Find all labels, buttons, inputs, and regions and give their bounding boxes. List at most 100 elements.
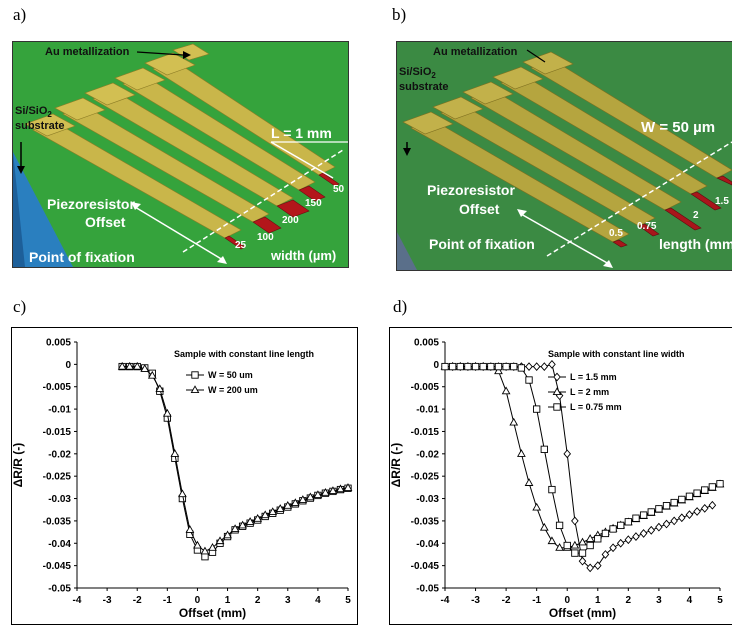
chart0-series-1-point	[245, 517, 255, 525]
offset-arrow	[134, 206, 224, 261]
piezo-label-b1: Piezoresistor	[427, 182, 515, 198]
chart1-series-2-point	[716, 480, 724, 488]
chart1-series-1-point	[517, 449, 526, 457]
chart1-legend-label: L = 0.75 mm	[570, 402, 622, 412]
chart0-series-1-point	[253, 513, 263, 522]
fixation-label: Point of fixation	[29, 249, 135, 265]
chart0-legend-marker	[190, 385, 200, 394]
offset-arrowhead-1	[131, 202, 141, 210]
value-label-b3: 2	[693, 210, 699, 221]
chart1-series-2-point	[464, 362, 472, 371]
chart1-xtick-label: 0	[564, 595, 570, 606]
substrate-edge-b	[397, 232, 417, 270]
gold-pads	[24, 43, 210, 137]
chart0-xlabel: Offset (mm)	[179, 606, 246, 620]
chart1-series-1-point	[501, 386, 511, 395]
chart1-series-2-point	[685, 492, 694, 500]
chart0-legend-marker	[191, 371, 199, 379]
au-arrowhead	[183, 51, 191, 59]
chart1-series-1-point	[532, 502, 542, 511]
chart1-series-0-point	[678, 513, 686, 523]
chart0-legend-item-0: W = 50 um	[186, 370, 253, 380]
substrate-edge	[13, 152, 73, 267]
chart0-note: Sample with constant line length	[174, 349, 314, 359]
chart0-xtick-label: -3	[103, 595, 112, 606]
chart1-series-2-point	[609, 525, 617, 533]
chart1-ytick-label: -0.03	[416, 494, 439, 505]
chart0-series-1-point	[260, 510, 270, 519]
chart0-ytick-label: -0.04	[48, 539, 71, 550]
chart1-series-0-point	[593, 561, 602, 571]
chart-d: 0.005 0 -0.005 -0.01 -0.015 -0.02 -0.025 -0.03 -…	[389, 338, 725, 620]
chart0-ytick-label: 0	[65, 360, 71, 371]
chart0-series-1-point	[283, 500, 293, 509]
chart1-series-2-point	[586, 541, 594, 550]
chart1-xtick-label: 3	[656, 595, 662, 606]
chart1-series-2-point	[571, 549, 579, 557]
chart1-ytick-label: -0.04	[416, 539, 439, 550]
chart0-series-1-point	[321, 488, 330, 496]
chart0-series-0-point	[201, 553, 209, 561]
value-label-b4: 1.5	[715, 196, 729, 207]
chart1-series-0-point	[624, 535, 633, 545]
chart1-series-2-point	[533, 405, 541, 413]
chart1-series-2-point	[441, 362, 449, 371]
chart1-series-2-point	[670, 498, 678, 507]
chart1-series-2-point	[678, 495, 686, 504]
chart0-series-1-point	[275, 504, 285, 512]
chart1-series-0-point	[647, 525, 656, 535]
chart0-series-1-point	[185, 525, 195, 533]
chart1-legend-label: L = 1.5 mm	[570, 372, 617, 382]
chart1-xtick-label: -1	[532, 595, 541, 606]
value-label-b1: 0.5	[609, 228, 623, 239]
chart1-ytick-label: -0.01	[416, 405, 439, 416]
chart-c-frame: 0.005 0 -0.005 -0.01 -0.015 -0.02 -0.025 -0.03 -…	[11, 327, 358, 625]
chart0-xtick-label: 4	[315, 595, 321, 606]
gold-pads-b	[402, 51, 574, 135]
chart1-series-1-point	[570, 540, 580, 549]
au-arrow-b	[526, 49, 546, 63]
chart0-ytick-label: -0.005	[43, 382, 72, 393]
substrate-label-b1: Si/SiO2	[399, 66, 436, 80]
chart1-series-2-point	[662, 502, 671, 510]
chart0-xtick-label: 3	[285, 595, 291, 606]
chart0-ytick-label: -0.015	[43, 427, 72, 438]
chart1-series-2-point	[502, 362, 510, 371]
chart0-series-1-point	[155, 384, 165, 393]
substrate-edge-dark	[13, 152, 25, 267]
chart0-ytick-label: -0.035	[43, 516, 72, 527]
chart1-legend-label: L = 2 mm	[570, 387, 609, 397]
chart0-ytick-label: 0.005	[46, 338, 71, 349]
chart1-ytick-label: -0.05	[416, 584, 439, 595]
chart1-xtick-label: 4	[687, 595, 693, 606]
chart0-series-1	[117, 361, 353, 555]
offset-arrowhead-2	[217, 256, 227, 264]
au-label-b: Au metallization	[433, 46, 518, 58]
render-a-svg: Au metallization Si/SiO2 substrate L = 1…	[13, 42, 348, 267]
chart1-ylabel: ΔR/R (-)	[390, 443, 403, 488]
length-axis-label: length (mm	[659, 236, 732, 252]
chart0-series-1-point	[200, 546, 210, 555]
chart1-ytick-label: -0.005	[411, 382, 440, 393]
chart1-series-1-point	[578, 537, 587, 546]
chart1-series-0-point	[525, 362, 533, 371]
chart1-series-2-point	[494, 362, 503, 371]
chart1-series-2-point	[617, 521, 625, 530]
chart1-xtick-label: 2	[626, 595, 632, 606]
length-arrow	[270, 141, 334, 179]
chart0-ytick-label: -0.01	[48, 405, 71, 416]
chart0-series-1-point	[162, 408, 172, 417]
chart0-series-1-point	[290, 498, 300, 507]
value-label-4: 150	[305, 198, 322, 209]
chart1-series-0-point	[639, 529, 648, 538]
chart1-ytick-label: 0	[433, 360, 439, 371]
chart1-ytick-label: -0.035	[411, 516, 440, 527]
chart1-series-0-point	[662, 519, 671, 529]
chart1-series-2-point	[448, 362, 457, 371]
chart1-series-2-point	[540, 445, 548, 453]
chart0-series-1-point	[238, 520, 247, 529]
chart1-xtick-label: -3	[471, 595, 480, 606]
panel-letter-c: c)	[13, 297, 27, 316]
chart1-series-2-point	[708, 483, 717, 491]
piezo-label-1: Piezoresistor	[47, 196, 135, 212]
